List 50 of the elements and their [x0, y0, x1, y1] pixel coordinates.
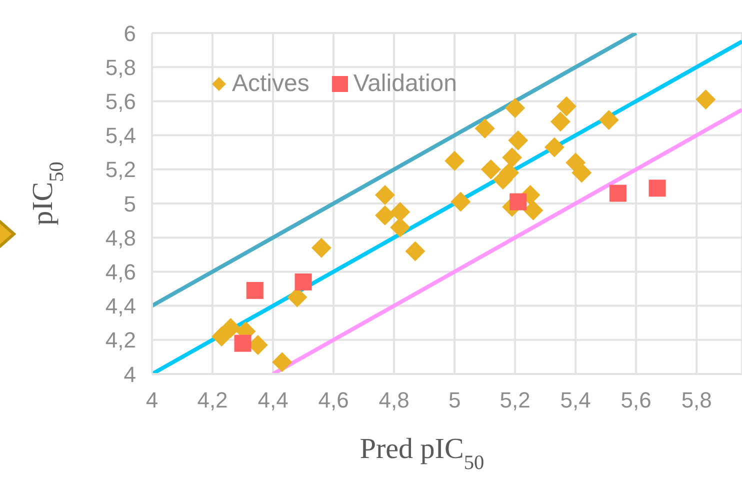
- y-tick-label: 5,8: [105, 54, 136, 80]
- point: [294, 273, 312, 290]
- point: [508, 130, 528, 150]
- point: [572, 162, 592, 183]
- point: [510, 193, 527, 210]
- point: [502, 147, 522, 168]
- point: [450, 192, 471, 212]
- x-tick-label: 5: [448, 388, 461, 413]
- point: [220, 318, 241, 338]
- x-tick-label: 5,2: [500, 388, 530, 413]
- x-tick-label: 4,8: [378, 388, 410, 413]
- y-tick-label: 4,6: [105, 260, 136, 285]
- point: [311, 238, 332, 258]
- legend-label: Validation: [353, 70, 457, 98]
- x-axis-title: Pred pIC$_{50}$: [360, 433, 484, 474]
- y-tick-label: 5: [124, 191, 136, 216]
- point: [505, 98, 526, 118]
- point: [544, 137, 564, 158]
- point: [609, 184, 626, 202]
- point: [234, 334, 252, 352]
- y-tick-label: 4: [124, 362, 136, 387]
- x-tick-label: 4,6: [318, 388, 349, 413]
- point: [444, 150, 465, 171]
- x-tick-label: 4,4: [258, 388, 288, 413]
- point: [374, 205, 395, 226]
- point: [272, 352, 292, 372]
- legend-label: Actives: [232, 70, 310, 98]
- x-tick-label: 4: [146, 388, 158, 413]
- y-tick-label: 5,2: [105, 157, 136, 182]
- point: [480, 159, 501, 180]
- point: [523, 200, 544, 220]
- point: [556, 96, 577, 116]
- x-tick-label: 4,2: [197, 388, 228, 413]
- y-tick-label: 4,2: [105, 328, 136, 353]
- point: [550, 112, 570, 132]
- point: [598, 110, 619, 130]
- y-tick-label: 6: [124, 20, 136, 46]
- point: [474, 118, 495, 138]
- point: [374, 184, 395, 205]
- y-tick-label: 5,4: [105, 123, 136, 148]
- point: [246, 282, 264, 299]
- point: [405, 241, 426, 262]
- x-tick-label: 5,6: [620, 388, 652, 413]
- x-tick-label: 5,4: [560, 388, 591, 413]
- point: [648, 180, 666, 197]
- point: [696, 89, 716, 110]
- y-tick-label: 4,4: [105, 294, 136, 319]
- y-tick-label: 4,8: [105, 225, 136, 250]
- x-tick-label: 5,8: [681, 388, 712, 413]
- y-tick-label: 5,6: [105, 89, 136, 114]
